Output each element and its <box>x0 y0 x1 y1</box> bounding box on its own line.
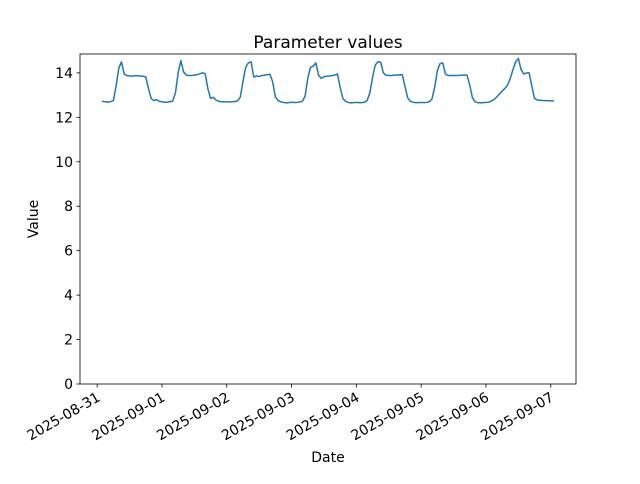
y-tick-label: 0 <box>64 377 73 393</box>
y-tick-label: 12 <box>55 110 73 126</box>
data-line <box>101 57 555 104</box>
x-axis-label: Date <box>311 450 344 466</box>
x-tick-label: 2025-09-03 <box>219 390 297 445</box>
y-tick-label: 8 <box>64 199 73 215</box>
x-tick-label: 2025-09-05 <box>349 390 427 445</box>
chart-title: Parameter values <box>253 33 402 53</box>
y-tick-label: 6 <box>64 244 73 260</box>
plot-border <box>79 53 577 385</box>
x-tick-label: 2025-08-31 <box>25 390 103 445</box>
x-tick-label: 2025-09-01 <box>89 390 167 445</box>
y-tick-label: 10 <box>55 155 73 171</box>
x-tick-label: 2025-09-07 <box>478 390 556 445</box>
plot-area: 2025-08-312025-09-012025-09-022025-09-03… <box>25 53 577 445</box>
y-axis-label: Value <box>26 200 42 238</box>
x-tick-label: 2025-09-04 <box>284 390 363 445</box>
y-tick-label: 14 <box>55 66 73 82</box>
x-tick-label: 2025-09-06 <box>413 390 492 445</box>
y-tick-label: 2 <box>64 333 73 349</box>
x-tick-label: 2025-09-02 <box>154 390 232 445</box>
y-tick-label: 4 <box>64 288 73 304</box>
